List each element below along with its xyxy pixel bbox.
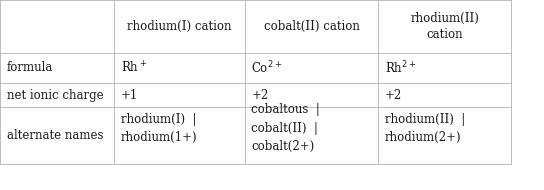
Text: Rh$^+$: Rh$^+$ xyxy=(121,60,147,76)
Text: Rh$^{2+}$: Rh$^{2+}$ xyxy=(385,60,416,76)
Text: cobaltous  |
cobalt(II)  |
cobalt(2+): cobaltous | cobalt(II) | cobalt(2+) xyxy=(251,103,320,153)
Text: alternate names: alternate names xyxy=(7,129,103,142)
Text: +2: +2 xyxy=(251,89,269,101)
Text: rhodium(I)  |
rhodium(1+): rhodium(I) | rhodium(1+) xyxy=(121,112,197,144)
Text: rhodium(I) cation: rhodium(I) cation xyxy=(127,20,232,33)
Text: rhodium(II)  |
rhodium(2+): rhodium(II) | rhodium(2+) xyxy=(385,112,465,144)
Text: net ionic charge: net ionic charge xyxy=(7,89,103,101)
Text: +1: +1 xyxy=(121,89,138,101)
Text: +2: +2 xyxy=(385,89,402,101)
Text: rhodium(II)
cation: rhodium(II) cation xyxy=(410,12,479,41)
Text: Co$^{2+}$: Co$^{2+}$ xyxy=(251,60,282,76)
Text: cobalt(II) cation: cobalt(II) cation xyxy=(263,20,360,33)
Text: formula: formula xyxy=(7,61,53,74)
